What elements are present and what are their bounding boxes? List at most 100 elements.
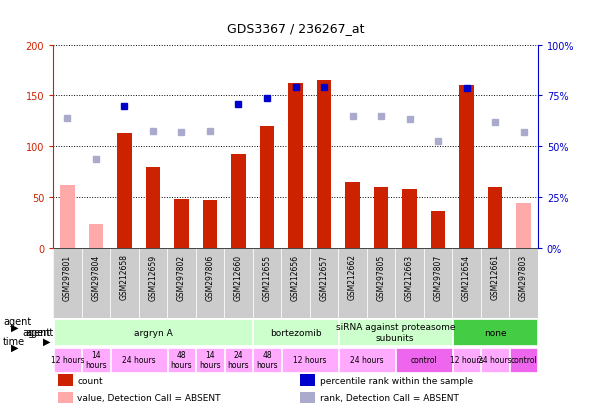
Text: none: none [484,328,506,337]
Bar [224,248,253,318]
Bar [452,248,481,318]
Text: GSM297804: GSM297804 [92,254,100,300]
Bar [260,126,274,248]
Bar [58,392,73,403]
Bar [174,199,189,248]
Bar [395,248,424,318]
Bar [431,212,445,248]
Bar [282,348,337,372]
Text: GSM297801: GSM297801 [63,254,72,300]
Bar [488,188,502,248]
Bar [111,348,167,372]
Bar [310,248,338,318]
Text: ▶: ▶ [11,322,18,332]
Bar [288,84,303,248]
Text: GSM212660: GSM212660 [234,254,243,300]
Bar [60,185,74,248]
Bar [254,348,281,372]
Bar [453,348,480,372]
Bar [317,81,331,248]
Text: ▶: ▶ [11,342,18,352]
Bar [196,248,224,318]
Bar [300,375,315,386]
Bar [118,134,132,248]
Text: rank, Detection Call = ABSENT: rank, Detection Call = ABSENT [320,393,459,402]
Text: GSM297802: GSM297802 [177,254,186,300]
Text: GSM297807: GSM297807 [434,254,443,300]
Bar [517,204,531,248]
Text: agent: agent [3,316,31,326]
Bar [481,248,509,318]
Bar [82,348,110,372]
Text: GSM212655: GSM212655 [262,254,271,300]
Text: 12 hours: 12 hours [293,355,326,364]
Text: time: time [3,336,25,346]
Text: bortezomib: bortezomib [269,328,322,337]
Bar [453,319,537,346]
Bar [168,348,195,372]
Bar [396,348,452,372]
Text: GSM212659: GSM212659 [148,254,157,300]
Bar [139,248,167,318]
Bar [509,248,538,318]
Text: 14
hours: 14 hours [85,350,107,370]
Bar [402,190,417,248]
Text: 24
hours: 24 hours [228,350,249,370]
Text: 48
hours: 48 hours [171,350,192,370]
Text: 24 hours: 24 hours [350,355,384,364]
Text: ▶: ▶ [43,336,50,346]
Text: siRNA against proteasome
subunits: siRNA against proteasome subunits [336,323,455,342]
Bar [203,201,217,248]
Bar [225,348,252,372]
Bar [339,348,395,372]
Bar [345,183,360,248]
Text: 48
hours: 48 hours [256,350,278,370]
Text: agent: agent [22,328,50,337]
Bar [459,86,473,248]
Text: GSM212654: GSM212654 [462,254,471,300]
Bar [54,319,252,346]
Text: GSM212661: GSM212661 [491,254,499,300]
Text: GSM297805: GSM297805 [376,254,385,300]
Bar [89,225,103,248]
Text: GSM297803: GSM297803 [519,254,528,300]
Bar [53,248,82,318]
Bar [253,248,281,318]
Bar [167,248,196,318]
Text: control: control [510,355,537,364]
Bar [58,375,73,386]
Bar [338,248,367,318]
Bar [110,248,139,318]
Bar [54,348,81,372]
Text: GSM212656: GSM212656 [291,254,300,300]
Text: 14
hours: 14 hours [199,350,221,370]
Text: GDS3367 / 236267_at: GDS3367 / 236267_at [227,22,364,35]
Bar [367,248,395,318]
Bar [339,319,452,346]
Bar [424,248,452,318]
Bar [254,319,337,346]
Bar [281,248,310,318]
Text: percentile rank within the sample: percentile rank within the sample [320,376,473,385]
Bar [146,167,160,248]
Bar [374,188,388,248]
Text: GSM297806: GSM297806 [206,254,215,300]
Bar [481,348,509,372]
Text: agent: agent [25,328,53,337]
Text: control: control [410,355,437,364]
Text: GSM212662: GSM212662 [348,254,357,300]
Text: 24 hours: 24 hours [478,355,512,364]
Bar [196,348,223,372]
Text: GSM212657: GSM212657 [320,254,329,300]
Text: GSM212658: GSM212658 [120,254,129,300]
Text: argryn A: argryn A [134,328,173,337]
Bar [82,248,110,318]
Text: 24 hours: 24 hours [122,355,155,364]
Bar [510,348,537,372]
Bar [231,155,246,248]
Text: 12 hours: 12 hours [450,355,483,364]
Text: value, Detection Call = ABSENT: value, Detection Call = ABSENT [77,393,221,402]
Text: 12 hours: 12 hours [51,355,84,364]
Bar [300,392,315,403]
Text: GSM212663: GSM212663 [405,254,414,300]
